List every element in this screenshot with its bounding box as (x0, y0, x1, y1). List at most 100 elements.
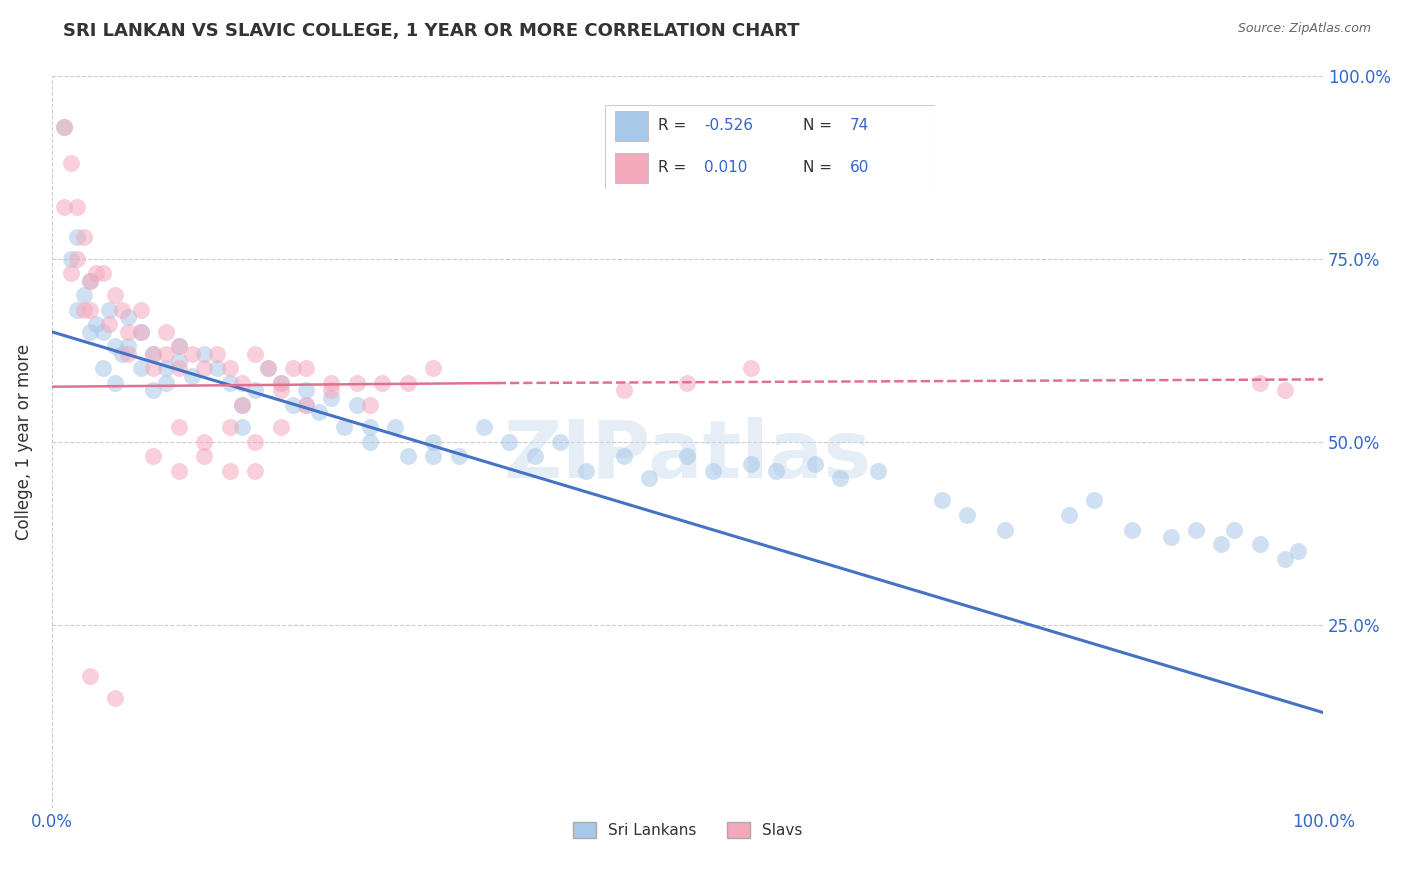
Point (638, 471, 661, 485)
Point (295, 398, 318, 412)
Point (218, 420, 240, 434)
Point (104, 288, 127, 302)
Point (91, 266, 114, 280)
Point (321, 384, 343, 398)
Point (218, 464, 240, 478)
Point (931, 493, 953, 508)
Point (270, 384, 292, 398)
Point (1160, 530, 1182, 544)
Point (59, 266, 82, 280)
Point (155, 325, 177, 339)
Point (53, 200, 76, 214)
Point (167, 339, 190, 353)
Point (231, 398, 253, 412)
Legend: Sri Lankans, Slavs: Sri Lankans, Slavs (567, 816, 808, 844)
Point (1274, 384, 1296, 398)
Point (91, 325, 114, 339)
Point (384, 420, 406, 434)
Point (180, 347, 202, 361)
Point (72, 302, 94, 317)
Point (218, 376, 240, 390)
Point (97, 318, 120, 332)
Point (1057, 508, 1080, 522)
Point (167, 361, 190, 376)
Point (321, 376, 343, 390)
Point (359, 420, 381, 434)
Point (104, 690, 127, 705)
Point (333, 420, 356, 434)
Point (231, 398, 253, 412)
Point (111, 302, 134, 317)
Point (72, 229, 94, 244)
Point (1249, 537, 1271, 551)
Point (84, 318, 107, 332)
Point (79, 325, 101, 339)
Point (1083, 493, 1105, 508)
Point (79, 669, 101, 683)
Point (1274, 551, 1296, 566)
Point (205, 347, 228, 361)
Point (396, 376, 419, 390)
Point (270, 376, 292, 390)
Point (79, 274, 101, 288)
Text: ZIPatlas: ZIPatlas (503, 417, 872, 495)
Point (193, 347, 215, 361)
Point (79, 302, 101, 317)
Point (1223, 523, 1246, 537)
Point (740, 361, 762, 376)
Point (270, 376, 292, 390)
Point (396, 450, 419, 464)
Point (1185, 523, 1208, 537)
Point (676, 376, 699, 390)
Point (308, 405, 330, 419)
Point (142, 450, 165, 464)
Point (117, 339, 139, 353)
Point (994, 523, 1017, 537)
Point (243, 384, 266, 398)
Point (472, 420, 495, 434)
Point (371, 376, 394, 390)
Point (828, 471, 851, 485)
Point (142, 384, 165, 398)
Point (129, 325, 152, 339)
Point (321, 391, 343, 405)
Point (59, 252, 82, 266)
Point (142, 347, 165, 361)
Point (167, 464, 190, 478)
Point (1121, 523, 1143, 537)
Point (129, 325, 152, 339)
Point (104, 376, 127, 390)
Point (1286, 544, 1309, 558)
Point (84, 266, 107, 280)
Point (142, 347, 165, 361)
Point (283, 398, 305, 412)
Point (676, 450, 699, 464)
Point (129, 302, 152, 317)
Point (193, 450, 215, 464)
Point (129, 361, 152, 376)
Point (283, 361, 305, 376)
Text: Source: ZipAtlas.com: Source: ZipAtlas.com (1237, 22, 1371, 36)
Point (117, 347, 139, 361)
Point (53, 120, 76, 134)
Point (72, 288, 94, 302)
Point (117, 310, 139, 325)
Point (295, 384, 318, 398)
Point (142, 361, 165, 376)
Point (66, 302, 89, 317)
Point (868, 464, 890, 478)
Point (447, 450, 470, 464)
Point (59, 156, 82, 170)
Point (155, 347, 177, 361)
Point (575, 464, 598, 478)
Point (193, 434, 215, 449)
Point (270, 420, 292, 434)
Point (66, 252, 89, 266)
Point (765, 464, 787, 478)
Point (346, 398, 368, 412)
Point (243, 434, 266, 449)
Point (193, 361, 215, 376)
Point (803, 457, 825, 471)
Point (243, 464, 266, 478)
Point (702, 464, 724, 478)
